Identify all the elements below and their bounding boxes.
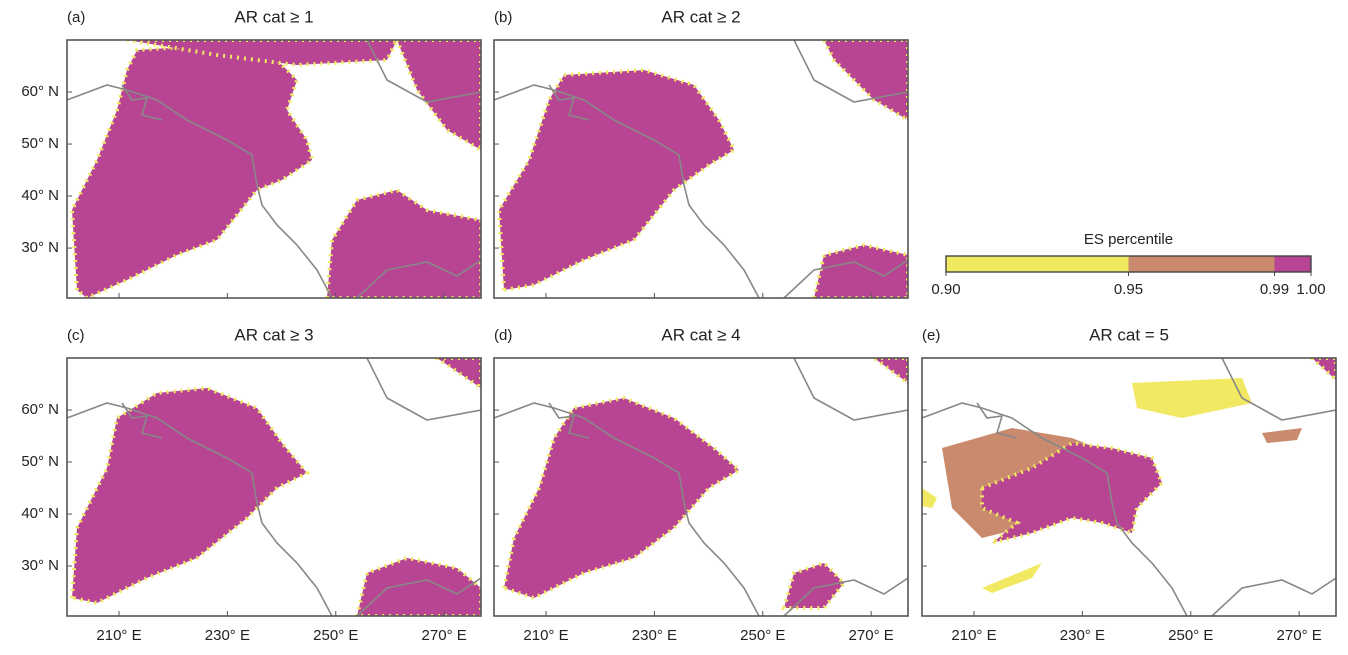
panel: (d) AR cat ≥ 4 210° E 230° E 250° E 270° E xyxy=(493,325,909,644)
colorbar-tick-label: 1.00 xyxy=(1296,281,1325,298)
panel-frame xyxy=(66,39,482,299)
panel-label: (b) xyxy=(494,9,512,26)
x-tick-label: 250° E xyxy=(740,627,785,644)
colorbar-tick-label: 0.95 xyxy=(1114,281,1143,298)
x-tick-label: 230° E xyxy=(205,627,250,644)
panel-label: (e) xyxy=(922,327,940,344)
panel: (a) AR cat ≥ 1 60° N 50° N 40° N 30° N xyxy=(21,7,482,299)
colorbar-title: ES percentile xyxy=(1084,231,1173,248)
colorbar-segment xyxy=(946,256,1129,272)
colorbar: ES percentile 0.90 0.95 0.99 1.00 xyxy=(931,231,1325,298)
x-tick-label: 250° E xyxy=(1168,627,1213,644)
panel-frame xyxy=(493,357,909,617)
panel-title: AR cat ≥ 3 xyxy=(234,325,313,344)
panel-label: (c) xyxy=(67,327,85,344)
y-tick-label: 50° N xyxy=(21,453,59,470)
x-tick-label: 270° E xyxy=(1277,627,1322,644)
colorbar-tick-label: 0.90 xyxy=(931,281,960,298)
x-tick-label: 210° E xyxy=(96,627,141,644)
panel-frame xyxy=(921,357,1337,617)
panel-title: AR cat = 5 xyxy=(1089,325,1169,344)
x-tick-label: 270° E xyxy=(849,627,894,644)
x-tick-label: 270° E xyxy=(422,627,467,644)
map-area xyxy=(67,358,481,616)
panel-title: AR cat ≥ 1 xyxy=(234,7,313,26)
y-tick-label: 60° N xyxy=(21,83,59,100)
colorbar-tick-label: 0.99 xyxy=(1260,281,1289,298)
panel-label: (d) xyxy=(494,327,512,344)
colorbar-segment xyxy=(1274,256,1311,272)
panel: (b) AR cat ≥ 2 xyxy=(493,7,909,299)
x-tick-label: 230° E xyxy=(1060,627,1105,644)
map-area xyxy=(922,358,1336,616)
panel-frame xyxy=(493,39,909,299)
y-tick-label: 30° N xyxy=(21,557,59,574)
panel: (e) AR cat = 5 210° E 230° E 250° E 270° E xyxy=(921,325,1337,644)
x-tick-label: 250° E xyxy=(313,627,358,644)
map-area xyxy=(494,358,908,616)
panel-label: (a) xyxy=(67,9,85,26)
panel-frame xyxy=(66,357,482,617)
colorbar-segment xyxy=(1128,256,1275,272)
map-area xyxy=(494,40,908,298)
x-tick-label: 210° E xyxy=(951,627,996,644)
x-tick-label: 230° E xyxy=(632,627,677,644)
x-tick-label: 210° E xyxy=(523,627,568,644)
panel: (c) AR cat ≥ 3 210° E 230° E 250° E 270° E 60°… xyxy=(21,325,482,644)
map-area xyxy=(67,40,481,298)
y-tick-label: 50° N xyxy=(21,135,59,152)
y-tick-label: 30° N xyxy=(21,239,59,256)
panel-title: AR cat ≥ 4 xyxy=(661,325,740,344)
y-tick-label: 40° N xyxy=(21,505,59,522)
panel-title: AR cat ≥ 2 xyxy=(661,7,740,26)
y-tick-label: 40° N xyxy=(21,187,59,204)
y-tick-label: 60° N xyxy=(21,401,59,418)
